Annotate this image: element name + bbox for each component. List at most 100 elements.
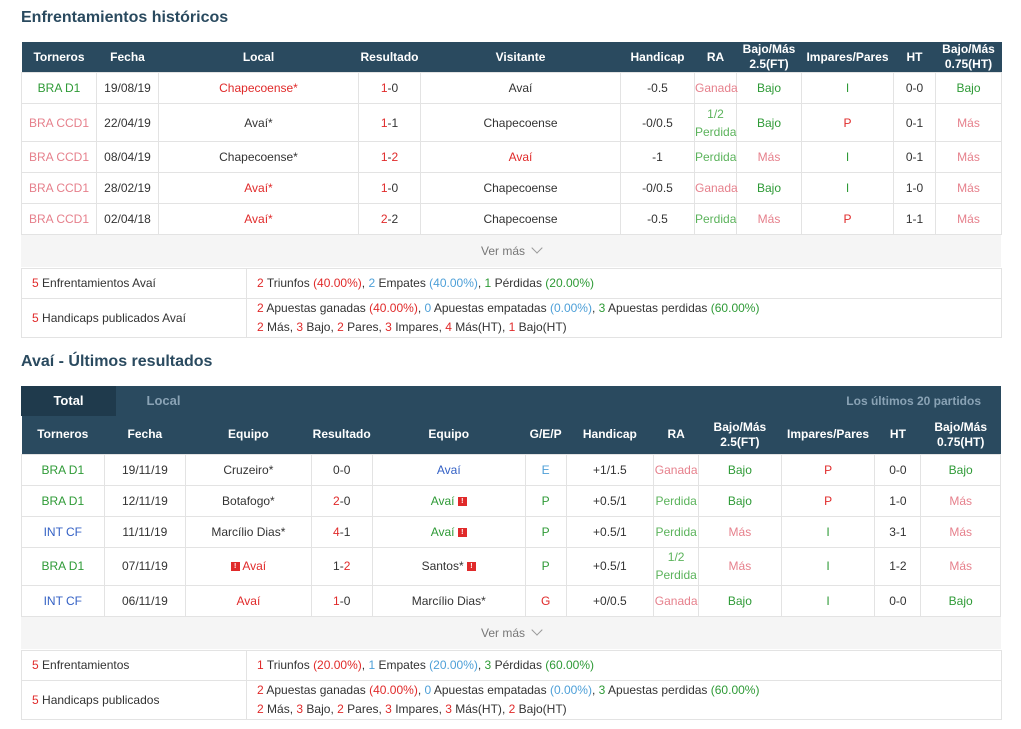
h2h-more-button[interactable]: Ver más [21, 235, 1001, 267]
over-under-ht-cell: Bajo [920, 584, 1001, 617]
handicap-cell: -1 [620, 141, 695, 173]
over-under-cell: Más [698, 546, 782, 586]
result-cell: 0-0 [310, 453, 373, 486]
home-team-cell[interactable]: Chapecoense* [158, 141, 359, 173]
odd-even-cell: P [801, 203, 894, 235]
date-cell: 28/02/19 [96, 172, 159, 204]
home-team-cell[interactable]: Botafogo* [185, 484, 312, 517]
table-row[interactable]: BRA CCD1 28/02/19 Avaí* 1-0 Chapecoense -0/0.… [21, 172, 1002, 204]
over-under-ht-cell: Más [920, 546, 1001, 586]
tab-local[interactable]: Local [146, 393, 181, 408]
column-header: Fecha [104, 416, 186, 454]
away-team-cell[interactable]: Chapecoense [420, 203, 621, 235]
away-team-cell[interactable]: Avaí ! [371, 515, 526, 548]
over-under-ht-cell: Más [935, 203, 1002, 235]
column-header: Resultado [358, 42, 421, 73]
odd-even-cell: P [801, 103, 894, 142]
score-home: 0 [333, 462, 340, 477]
over-under-cell: Bajo [698, 584, 782, 617]
over-under-cell: Bajo [736, 172, 802, 204]
away-team-cell[interactable]: Santos* ! [371, 546, 526, 586]
away-team-cell[interactable]: Chapecoense [420, 103, 621, 142]
odd-even-cell: I [780, 515, 876, 548]
ra-cell: Perdida [694, 141, 737, 173]
column-header: Impares/Pares [781, 416, 875, 454]
home-team-cell[interactable]: Cruzeiro* [185, 453, 312, 486]
column-header: Bajo/Más 2.5(FT) [736, 42, 802, 73]
score-away: 1 [391, 115, 399, 130]
table-row[interactable]: BRA D1 12/11/19 Botafogo* 2-0 Avaí ! P +0.5/1 P… [21, 484, 1001, 517]
last-more-button[interactable]: Ver más [21, 617, 1001, 649]
away-team-cell[interactable]: Avaí ! [371, 484, 526, 517]
score-home: 4 [333, 524, 340, 539]
score-away: 2 [391, 212, 399, 226]
away-team-cell[interactable]: Marcílio Dias* [371, 584, 526, 617]
column-header: Torneros [21, 416, 105, 454]
home-team-cell[interactable]: Chapecoense* [158, 72, 359, 104]
last-n-label[interactable]: Los últimos 20 partidos [846, 394, 981, 408]
summary-values: 2 Apuestas ganadas (40.00%), 0 Apuestas … [246, 298, 1002, 338]
ra-cell: 1/2 Perdida [694, 103, 737, 142]
summary-values: 2 Triunfos (40.00%), 2 Empates (40.00%),… [246, 268, 1002, 299]
score-home: 2 [380, 212, 388, 226]
date-cell: 19/08/19 [96, 72, 159, 104]
column-header: Impares/Pares [801, 42, 894, 73]
result-cell: 2-0 [310, 484, 373, 517]
over-under-cell: Bajo [736, 72, 802, 104]
result-cell: 2-2 [358, 203, 421, 235]
column-header: Handicap [566, 416, 654, 454]
result-cell: 4-1 [310, 515, 373, 548]
ht-cell: 1-2 [874, 546, 922, 586]
handicap-cell: +0.5/1 [565, 515, 655, 548]
away-team-cell[interactable]: Avaí [371, 453, 526, 486]
handicap-cell: -0.5 [620, 203, 695, 235]
home-team-cell[interactable]: Avaí* [158, 203, 359, 235]
table-row[interactable]: BRA D1 19/11/19 Cruzeiro* 0-0 Avaí E +1/1.5 Gan… [21, 453, 1001, 486]
away-team-cell[interactable]: Avaí [420, 72, 621, 104]
home-team-cell[interactable]: Avaí [185, 584, 312, 617]
home-team-cell[interactable]: Avaí* [158, 172, 359, 204]
date-cell: 22/04/19 [96, 103, 159, 142]
handicap-cell: -0.5 [620, 72, 695, 104]
ra-cell: Perdida [653, 515, 700, 548]
tab-bar: Total Local Los últimos 20 partidos [21, 386, 1001, 416]
home-team-cell[interactable]: Marcílio Dias* [185, 515, 312, 548]
table-row[interactable]: BRA CCD1 08/04/19 Chapecoense* 1-2 Avaí -1 Per… [21, 141, 1002, 173]
over-under-cell: Bajo [736, 103, 802, 142]
ht-cell: 0-0 [874, 584, 922, 617]
ht-cell: 3-1 [874, 515, 922, 548]
date-cell: 12/11/19 [103, 484, 187, 517]
table-row[interactable]: BRA D1 19/08/19 Chapecoense* 1-0 Avaí -0.5 Gan… [21, 72, 1002, 104]
date-cell: 06/11/19 [103, 584, 187, 617]
h2h-summary: 5 Enfrentamientos Avaí 2 Triunfos (40.00… [21, 268, 1002, 338]
result-cell: 1-2 [310, 546, 373, 586]
table-row[interactable]: BRA CCD1 22/04/19 Avaí* 1-1 Chapecoense -0/0.… [21, 103, 1002, 142]
score-away: 2 [391, 150, 399, 164]
over-under-cell: Más [698, 515, 782, 548]
table-row[interactable]: INT CF 06/11/19 Avaí 1-0 Marcílio Dias* G +0/0… [21, 584, 1001, 617]
away-team-cell[interactable]: Avaí [420, 141, 621, 173]
gep-cell: P [524, 546, 567, 586]
score-home: 1 [380, 150, 388, 164]
table-row[interactable]: INT CF 11/11/19 Marcílio Dias* 4-1 Avaí ! P +0… [21, 515, 1001, 548]
ra-cell: Perdida [653, 484, 700, 517]
table-row[interactable]: BRA D1 07/11/19! Avaí 1-2 Santos* ! P +0.5/1 1… [21, 546, 1001, 586]
tournament-cell: BRA CCD1 [21, 141, 97, 173]
tab-total[interactable]: Total [21, 386, 116, 416]
away-team-cell[interactable]: Chapecoense [420, 172, 621, 204]
red-card-icon: ! [466, 562, 476, 572]
gep-cell: G [524, 584, 567, 617]
home-team-cell[interactable]: Avaí* [158, 103, 359, 142]
tournament-cell: BRA D1 [21, 484, 105, 517]
more-label: Ver más [480, 626, 525, 640]
home-team-cell[interactable]: ! Avaí [185, 546, 312, 586]
column-header: Visitante [420, 42, 621, 73]
column-header: Local [158, 42, 359, 73]
score-home: 1 [380, 81, 388, 95]
date-cell: 11/11/19 [103, 515, 187, 548]
ra-cell: 1/2 Perdida [653, 546, 700, 586]
table-row[interactable]: BRA CCD1 02/04/18 Avaí* 2-2 Chapecoense -0.5 P… [21, 203, 1002, 235]
result-cell: 1-0 [358, 72, 421, 104]
chevron-down-icon [531, 624, 543, 636]
